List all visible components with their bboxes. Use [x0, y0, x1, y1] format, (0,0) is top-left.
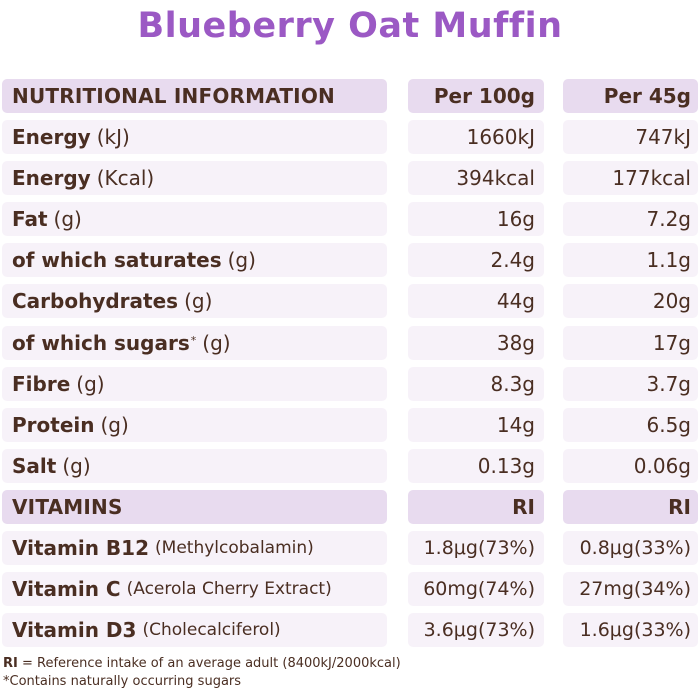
table-row-energy-kcal: Energy (Kcal) 394kcal 177kcal: [0, 161, 700, 196]
vitamins-header-row: VITAMINS RI RI: [0, 489, 700, 524]
table-row-energy-kj: Energy (kJ) 1660kJ 747kJ: [0, 120, 700, 155]
row-label: Carbohydrates (g): [2, 284, 387, 319]
value-per-serving: 1.1g: [563, 243, 698, 278]
value-per-serving: 177kcal: [563, 161, 698, 196]
value-per-serving: 0.06g: [563, 448, 698, 483]
nutrient-unit: (g): [62, 453, 91, 478]
value-per-100g: 1.8μg(73%): [408, 531, 544, 566]
value-per-serving: 7.2g: [563, 202, 698, 237]
nutrient-name: Fat: [12, 207, 48, 232]
row-label: of which sugars * (g): [2, 325, 387, 360]
vitamins-header-ri-serving: RI: [563, 489, 698, 524]
value-per-serving: 1.6μg(33%): [563, 613, 698, 648]
row-label: Vitamin B12 (Methylcobalamin): [2, 531, 387, 566]
nutrient-name: Salt: [12, 453, 57, 478]
nutrient-unit: (Kcal): [96, 166, 155, 191]
footnotes: RI = Reference intake of an average adul…: [3, 655, 401, 691]
vitamin-name: Vitamin C: [12, 577, 121, 602]
value-per-100g: 0.13g: [408, 448, 544, 483]
ri-abbreviation: RI: [3, 656, 18, 671]
nutrient-unit: (g): [184, 289, 213, 314]
value-per-100g: 8.3g: [408, 366, 544, 401]
value-per-100g: 2.4g: [408, 243, 544, 278]
nutrient-unit: (g): [53, 207, 82, 232]
value-per-serving: 20g: [563, 284, 698, 319]
table-row-sugars: of which sugars * (g) 38g 17g: [0, 325, 700, 360]
ri-footnote: RI = Reference intake of an average adul…: [3, 655, 401, 673]
table-row-fibre: Fibre (g) 8.3g 3.7g: [0, 366, 700, 401]
row-label: Fibre (g): [2, 366, 387, 401]
vitamin-name: Vitamin D3: [12, 618, 137, 643]
value-per-serving: 0.8μg(33%): [563, 531, 698, 566]
value-per-serving: 17g: [563, 325, 698, 360]
vitamins-header-ri-100g: RI: [408, 489, 544, 524]
vitamin-name: Vitamin B12: [12, 536, 150, 561]
nutrient-unit: (g): [100, 412, 129, 437]
value-per-100g: 3.6μg(73%): [408, 613, 544, 648]
table-row-salt: Salt (g) 0.13g 0.06g: [0, 448, 700, 483]
header-label: NUTRITIONAL INFORMATION: [2, 79, 387, 113]
nutrient-unit: (kJ): [96, 125, 130, 150]
row-label: Energy (kJ): [2, 120, 387, 155]
value-per-100g: 394kcal: [408, 161, 544, 196]
nutrient-name: of which saturates: [12, 248, 222, 273]
nutrient-unit: (g): [76, 371, 105, 396]
nutrient-name: of which sugars: [12, 330, 190, 355]
row-label: of which saturates (g): [2, 243, 387, 278]
value-per-serving: 747kJ: [563, 120, 698, 155]
value-per-100g: 16g: [408, 202, 544, 237]
nutrient-name: Fibre: [12, 371, 71, 396]
nutrient-name: Energy: [12, 125, 91, 150]
row-label: Fat (g): [2, 202, 387, 237]
table-row-fat: Fat (g) 16g 7.2g: [0, 202, 700, 237]
nutrition-table: NUTRITIONAL INFORMATION Per 100g Per 45g…: [0, 79, 700, 654]
table-row-carbohydrates: Carbohydrates (g) 44g 20g: [0, 284, 700, 319]
footnote-marker: *: [190, 334, 197, 348]
value-per-100g: 38g: [408, 325, 544, 360]
row-label: Protein (g): [2, 407, 387, 442]
nutrient-name: Protein: [12, 412, 95, 437]
vitamin-source: (Methylcobalamin): [155, 538, 314, 559]
table-row-vitamin-d3: Vitamin D3 (Cholecalciferol) 3.6μg(73%) 1…: [0, 613, 700, 648]
value-per-serving: 6.5g: [563, 407, 698, 442]
table-header-row: NUTRITIONAL INFORMATION Per 100g Per 45g: [0, 79, 700, 113]
header-per-serving: Per 45g: [563, 79, 698, 113]
vitamin-source: (Acerola Cherry Extract): [126, 579, 332, 600]
ri-definition: = Reference intake of an average adult (…: [17, 656, 401, 671]
value-per-100g: 44g: [408, 284, 544, 319]
header-per-100g: Per 100g: [408, 79, 544, 113]
table-row-vitamin-b12: Vitamin B12 (Methylcobalamin) 1.8μg(73%) …: [0, 531, 700, 566]
nutrient-name: Carbohydrates: [12, 289, 179, 314]
sugars-footnote: *Contains naturally occurring sugars: [3, 674, 242, 689]
product-title: Blueberry Oat Muffin: [137, 6, 563, 46]
value-per-100g: 1660kJ: [408, 120, 544, 155]
nutrient-unit: (g): [202, 330, 231, 355]
value-per-100g: 14g: [408, 407, 544, 442]
table-row-protein: Protein (g) 14g 6.5g: [0, 407, 700, 442]
row-label: Energy (Kcal): [2, 161, 387, 196]
table-row-saturates: of which saturates (g) 2.4g 1.1g: [0, 243, 700, 278]
value-per-serving: 3.7g: [563, 366, 698, 401]
value-per-100g: 60mg(74%): [408, 572, 544, 607]
vitamin-source: (Cholecalciferol): [142, 620, 281, 641]
row-label: Vitamin D3 (Cholecalciferol): [2, 613, 387, 648]
row-label: Salt (g): [2, 448, 387, 483]
row-label: Vitamin C (Acerola Cherry Extract): [2, 572, 387, 607]
value-per-serving: 27mg(34%): [563, 572, 698, 607]
nutrient-name: Energy: [12, 166, 91, 191]
table-row-vitamin-c: Vitamin C (Acerola Cherry Extract) 60mg(7…: [0, 572, 700, 607]
vitamins-header-label: VITAMINS: [2, 489, 387, 524]
nutrient-unit: (g): [227, 248, 256, 273]
